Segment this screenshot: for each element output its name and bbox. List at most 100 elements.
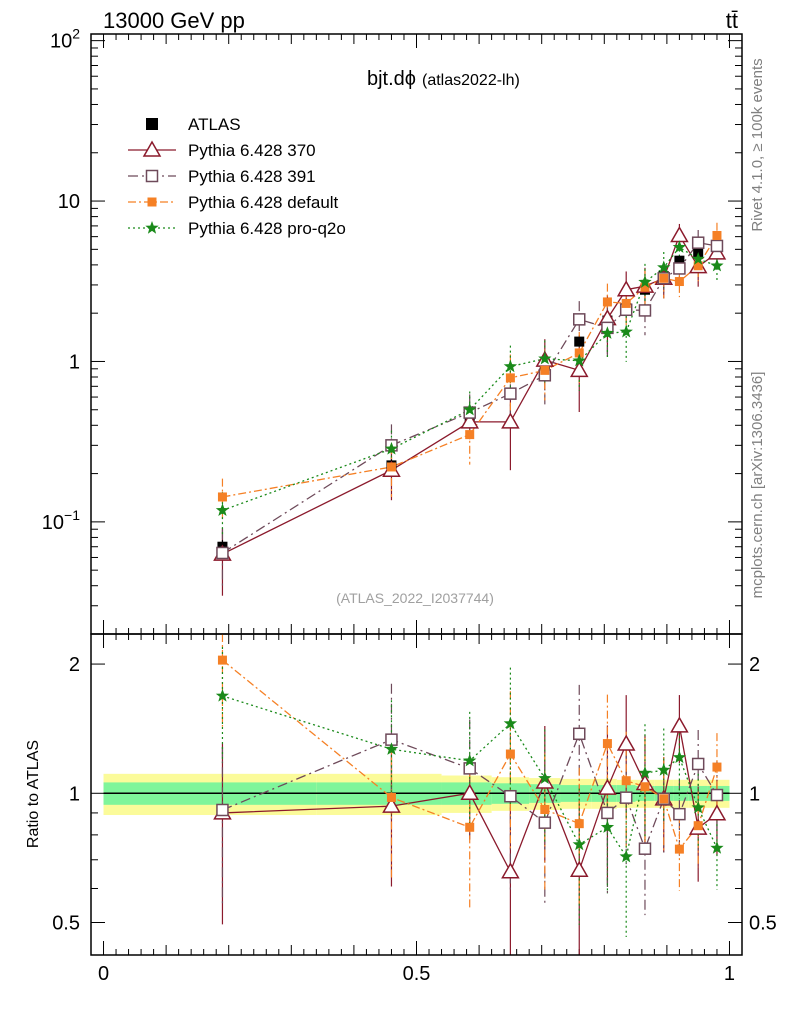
series-point-1 <box>573 313 586 326</box>
series-point-2 <box>602 297 612 307</box>
series-point-1 <box>216 546 229 560</box>
legend-label-1: Pythia 6.428 391 <box>188 167 316 186</box>
ratio-point-0 <box>382 796 401 813</box>
ratio-point-1 <box>601 806 614 820</box>
legend-label-0: Pythia 6.428 370 <box>188 141 316 160</box>
y-tick-label-main: 10 <box>58 191 80 213</box>
ratio-point-3 <box>538 771 552 784</box>
process-label: tt̄ <box>726 8 738 33</box>
series-point-0 <box>670 225 689 243</box>
ratio-point-2 <box>540 805 550 815</box>
series-point-3 <box>638 275 652 288</box>
mcplots-label: mcplots.cern.ch [arXiv:1306.3436] <box>749 372 766 599</box>
ratio-point-0 <box>616 734 636 751</box>
ratio-point-2 <box>602 739 612 749</box>
ratio-point-1 <box>673 807 686 821</box>
x-tick-label: 0 <box>98 963 109 985</box>
legend-marker-0 <box>142 140 162 157</box>
series-point-1 <box>710 239 724 253</box>
y-tick-label-ratio-right: 2 <box>749 654 760 676</box>
ratio-point-0 <box>460 783 479 801</box>
series-point-2 <box>465 430 475 440</box>
energy-label: 13000 GeV pp <box>103 8 245 33</box>
ratio-point-3 <box>657 763 671 776</box>
main-panel: 10−1 1 10 102 bjt.dϕ (atlas2022-lh) (ATLAS_… <box>42 26 743 635</box>
ratio-point-3 <box>710 841 724 854</box>
series-point-3 <box>600 326 615 339</box>
series-point-3 <box>503 359 518 373</box>
series-point-2 <box>674 277 684 287</box>
ratio-frame <box>90 633 743 956</box>
ratio-point-1 <box>573 727 586 741</box>
series-point-3 <box>691 252 705 265</box>
ratio-point-1 <box>463 762 476 775</box>
ratio-panel: 0.5 0.5 1 1 2 2 Ratio to ATLAS <box>25 633 777 956</box>
series-point-3 <box>710 258 724 272</box>
ratio-point-2 <box>640 782 650 792</box>
x-tick-labels: 0 0.5 1 <box>98 963 735 985</box>
ratio-point-3 <box>215 688 230 702</box>
ratio-point-2 <box>693 821 703 831</box>
ratio-point-0 <box>598 778 617 795</box>
x-tick-label: 1 <box>724 963 735 985</box>
series-point-3 <box>572 353 586 367</box>
ratio-point-2 <box>386 792 396 802</box>
legend-marker-1 <box>145 169 159 183</box>
ratio-point-3 <box>600 820 615 833</box>
ratio-point-1 <box>638 842 652 855</box>
ratio-point-1 <box>691 757 705 771</box>
series-point-3 <box>384 441 399 455</box>
ratio-point-2 <box>465 822 475 832</box>
y-tick-label-ratio: 1 <box>69 783 80 805</box>
legend-marker-2 <box>147 197 157 207</box>
y-tick-label-main: 1 <box>69 351 80 373</box>
legend-label-3: Pythia 6.428 pro-q2o <box>188 219 346 238</box>
legend-label-atlas: ATLAS <box>188 115 241 134</box>
series-point-3 <box>672 240 687 253</box>
series-point-3 <box>463 402 477 416</box>
series-point-1 <box>691 236 705 249</box>
series-point-2 <box>659 273 669 283</box>
atlas-point <box>574 336 585 347</box>
ratio-ylabel: Ratio to ATLAS <box>25 740 42 848</box>
y-tick-label-main: 102 <box>50 26 80 53</box>
ratio-point-1 <box>504 789 517 803</box>
series-point-2 <box>621 298 631 308</box>
legend: ATLAS Pythia 6.428 370 Pythia 6.428 391 Pyt… <box>128 115 346 238</box>
legend-marker-atlas <box>146 118 158 130</box>
series-point-3 <box>215 503 230 516</box>
y-tick-label-ratio: 0.5 <box>52 912 80 934</box>
series-point-2 <box>217 492 227 502</box>
x-tick-label: 0.5 <box>403 963 431 985</box>
ratio-point-2 <box>505 749 515 759</box>
ratio-point-3 <box>638 766 652 779</box>
series-point-2 <box>640 282 650 292</box>
ratio-point-2 <box>574 819 584 829</box>
legend-label-2: Pythia 6.428 default <box>188 193 339 212</box>
series-point-2 <box>712 230 722 240</box>
rivet-label: Rivet 4.1.0, ≥ 100k events <box>749 58 766 231</box>
ratio-point-1 <box>619 791 633 804</box>
series-point-1 <box>638 304 652 317</box>
atlas-point <box>674 255 685 266</box>
series-point-3 <box>657 260 671 274</box>
ratio-point-0 <box>501 862 520 879</box>
plot-subtitle: (atlas2022-lh) <box>422 72 520 89</box>
ratio-point-3 <box>619 849 633 863</box>
series-point-3 <box>538 351 552 365</box>
y-tick-label-main: 10−1 <box>42 507 80 534</box>
ratio-point-1 <box>216 803 229 817</box>
y-tick-label-ratio-right: 0.5 <box>749 912 777 934</box>
ratio-point-2 <box>659 794 669 804</box>
ratio-point-1 <box>538 816 552 829</box>
ratio-point-2 <box>217 655 227 665</box>
series-point-2 <box>693 261 703 271</box>
ratio-point-2 <box>621 776 631 786</box>
ratio-point-3 <box>691 800 705 814</box>
plot-title: bjt.dϕ <box>367 68 416 90</box>
series-point-1 <box>673 262 686 275</box>
ratio-point-3 <box>463 753 477 767</box>
ratio-point-0 <box>707 804 727 821</box>
ratio-point-3 <box>672 750 687 764</box>
